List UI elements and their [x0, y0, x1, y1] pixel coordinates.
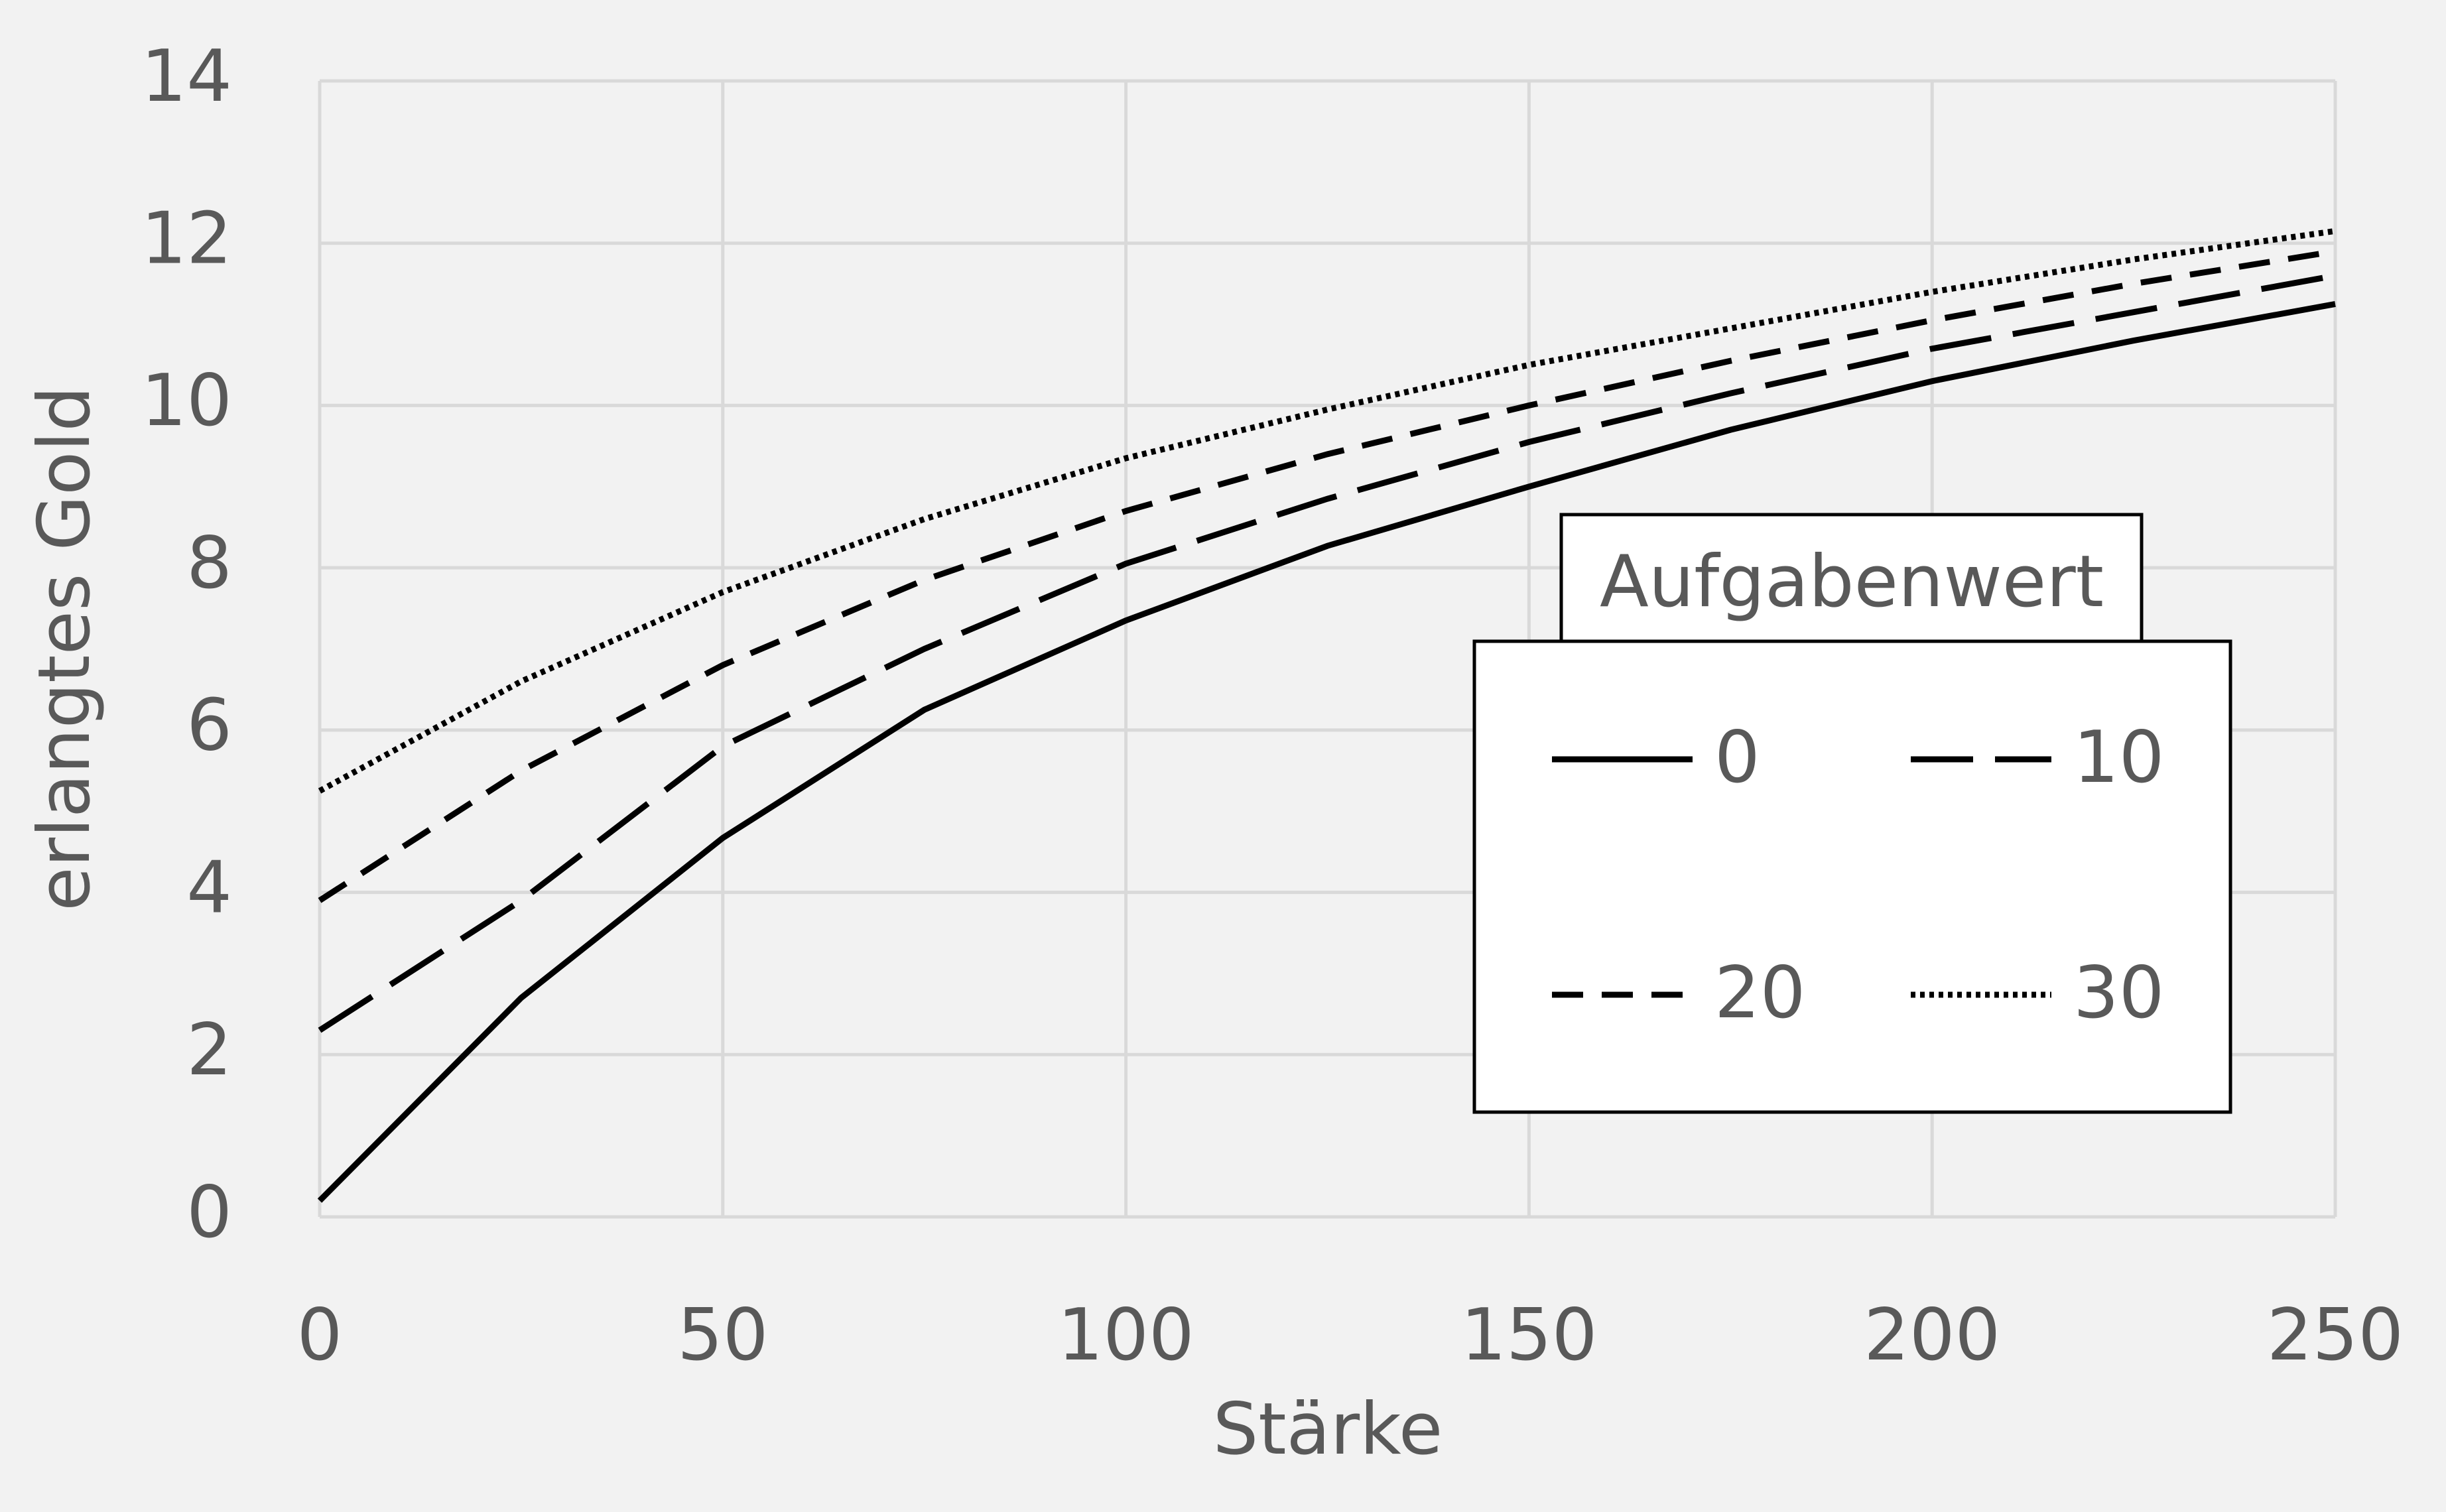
- legend-title: Aufgabenwert: [1600, 540, 2104, 623]
- legend-label: 30: [2073, 952, 2164, 1035]
- x-tick-label: 150: [1460, 1294, 1597, 1377]
- legend-label: 10: [2073, 716, 2164, 799]
- y-tick-label: 12: [141, 197, 232, 280]
- x-tick-label: 250: [2267, 1294, 2404, 1377]
- y-axis-title: erlangtes Gold: [23, 386, 106, 911]
- legend-title-box: [1559, 513, 2144, 643]
- y-tick-label: 0: [186, 1171, 232, 1254]
- x-tick-label: 100: [1058, 1294, 1194, 1377]
- x-axis-title: Stärke: [1213, 1388, 1443, 1471]
- line: [318, 227, 2336, 794]
- legend-label: 20: [1714, 952, 1805, 1035]
- x-tick-label: 200: [1864, 1294, 2000, 1377]
- y-tick-label: 4: [186, 846, 232, 929]
- legend-label: 0: [1714, 716, 1760, 799]
- y-tick-label: 2: [186, 1009, 232, 1092]
- y-tick-label: 14: [141, 35, 232, 118]
- y-tick-label: 8: [186, 522, 232, 605]
- x-tick-label: 0: [297, 1294, 343, 1377]
- y-tick-label: 10: [141, 359, 232, 442]
- y-tick-label: 6: [186, 684, 232, 767]
- line: [318, 273, 2336, 1033]
- line: [318, 248, 2336, 903]
- legend-box: [1472, 639, 2232, 1114]
- line: [317, 301, 2336, 1203]
- x-tick-label: 50: [677, 1294, 768, 1377]
